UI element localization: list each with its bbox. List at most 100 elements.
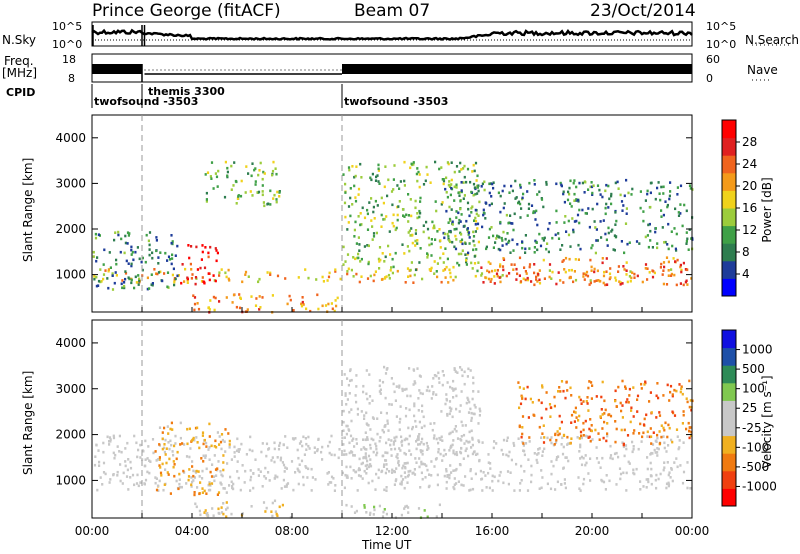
velocity-cell <box>590 429 593 433</box>
velocity-cell <box>668 426 671 430</box>
velocity-cell <box>541 476 544 479</box>
velocity-cell <box>471 487 475 491</box>
velocity-cell <box>330 434 333 438</box>
power-cell <box>564 215 567 218</box>
velocity-cell <box>573 410 576 414</box>
velocity-cell <box>658 411 661 414</box>
power-cell <box>276 190 279 194</box>
velocity-cell <box>368 373 371 376</box>
power-cell <box>488 203 491 207</box>
velocity-cell <box>570 413 574 417</box>
velocity-cell <box>393 390 396 394</box>
velocity-cell <box>411 425 414 429</box>
power-cell <box>430 266 433 270</box>
velocity-cell <box>436 483 439 487</box>
velocity-cell <box>124 447 127 450</box>
power-cell <box>321 275 324 279</box>
power-cell <box>676 186 679 189</box>
velocity-cell <box>314 478 317 481</box>
power-cell <box>378 246 382 249</box>
power-cell <box>470 211 473 214</box>
velocity-cell <box>270 459 273 462</box>
velocity-cell <box>413 468 416 471</box>
power-cell <box>670 230 673 233</box>
velocity-cell <box>223 487 226 490</box>
power-cell <box>339 277 342 281</box>
velocity-cell <box>173 444 176 448</box>
power-cell <box>413 273 416 277</box>
power-cell <box>511 238 514 242</box>
velocity-cell <box>343 449 346 453</box>
velocity-cell <box>387 429 390 432</box>
power-cell <box>624 222 628 225</box>
power-cell <box>275 172 278 176</box>
velocity-cell <box>420 471 423 475</box>
velocity-cell <box>333 489 336 492</box>
power-cell <box>214 296 217 300</box>
power-cell <box>572 228 575 232</box>
velocity-cell <box>209 488 212 492</box>
velocity-cell <box>332 477 335 480</box>
velocity-cell <box>449 446 452 450</box>
power-cell <box>499 280 502 284</box>
power-cell <box>439 256 442 260</box>
power-cell <box>417 170 420 174</box>
velocity-cell <box>158 426 162 429</box>
velocity-cell <box>346 377 349 380</box>
power-cell <box>515 278 518 281</box>
velocity-cell <box>199 481 202 484</box>
velocity-cell <box>137 448 140 452</box>
power-cell <box>366 208 369 212</box>
velocity-cell <box>379 436 382 439</box>
power-cell <box>92 250 95 254</box>
velocity-cell <box>471 397 474 401</box>
velocity-cell <box>655 394 658 398</box>
velocity-cell <box>397 461 400 465</box>
velocity-cell <box>470 411 473 415</box>
velocity-cell <box>599 466 602 469</box>
velocity-cell <box>133 483 136 487</box>
power-cell <box>480 185 483 188</box>
power-cell <box>419 200 422 203</box>
power-cell <box>633 276 636 279</box>
power-cell <box>458 170 461 173</box>
power-cell <box>610 192 613 196</box>
power-cell <box>120 282 123 286</box>
velocity-cell <box>222 468 225 472</box>
power-cell <box>127 234 130 237</box>
velocity-cell <box>688 429 691 433</box>
velocity-cell <box>109 440 112 443</box>
velocity-cell <box>229 475 232 479</box>
velocity-cell <box>155 477 158 480</box>
power-cell <box>137 274 140 277</box>
power-cell <box>225 275 228 279</box>
power-cell <box>533 179 536 182</box>
power-cell <box>489 280 492 283</box>
velocity-cell <box>401 387 404 391</box>
power-colorbar-swatch <box>722 190 736 209</box>
power-cell <box>383 277 387 280</box>
velocity-cell <box>412 383 415 386</box>
power-cell <box>231 301 234 304</box>
velocity-cell <box>298 470 301 474</box>
velocity-cell <box>620 409 623 413</box>
velocity-cell <box>681 481 685 485</box>
power-cell <box>538 232 541 236</box>
velocity-cell <box>649 427 652 430</box>
power-cell <box>481 182 484 186</box>
velocity-cell <box>303 453 306 456</box>
velocity-cell <box>540 436 543 439</box>
power-cell <box>300 302 303 306</box>
power-cell <box>269 271 272 275</box>
velocity-cell <box>395 455 398 458</box>
power-cell <box>409 234 412 237</box>
velocity-cell <box>517 437 520 440</box>
power-cell <box>518 256 522 260</box>
power-cell <box>410 261 413 264</box>
velocity-cell <box>375 447 378 451</box>
velocity-cell <box>658 430 661 433</box>
power-cell <box>543 236 546 240</box>
velocity-cell <box>444 402 447 406</box>
power-cell <box>448 230 451 233</box>
velocity-cell <box>127 488 130 491</box>
